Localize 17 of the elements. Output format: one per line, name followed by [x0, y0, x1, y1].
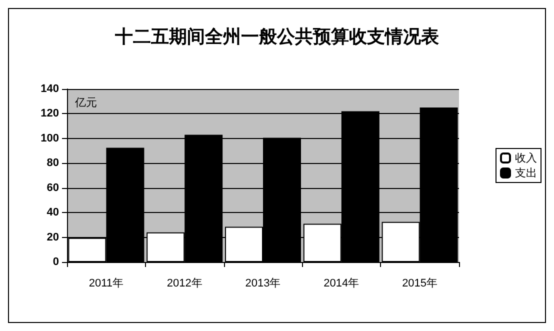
chart-title: 十二五期间全州一般公共预算收支情况表	[114, 26, 439, 48]
x-tick-label: 2012年	[166, 278, 202, 290]
x-tick-label: 2015年	[402, 278, 438, 290]
legend-label: 收入	[515, 152, 537, 164]
x-tick-label: 2011年	[88, 278, 124, 290]
y-tick-label: 60	[46, 182, 59, 194]
y-tick-label: 0	[52, 256, 59, 268]
x-tick-label: 2014年	[324, 278, 360, 290]
x-tick-label: 2013年	[245, 278, 281, 290]
y-axis-title: 亿元	[74, 96, 97, 109]
legend-label: 支出	[515, 166, 537, 180]
y-tick-label: 40	[46, 206, 59, 219]
y-tick-label: 120	[40, 108, 59, 120]
y-tick-label: 140	[40, 83, 59, 95]
y-tick-label: 100	[40, 132, 59, 144]
y-tick-label: 80	[46, 157, 59, 170]
y-tick-label: 20	[46, 231, 59, 244]
